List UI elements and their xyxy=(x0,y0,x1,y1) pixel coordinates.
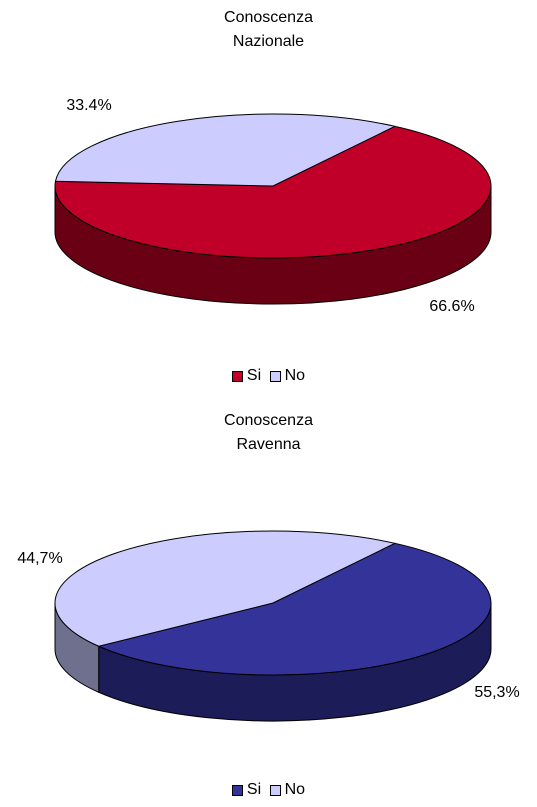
legend: Si No xyxy=(0,780,537,802)
legend-swatch-no xyxy=(269,784,281,796)
chart-title-line-2: Ravenna xyxy=(236,436,301,453)
legend-swatch-si xyxy=(231,370,243,382)
legend-label-si: Si xyxy=(246,781,262,798)
legend-label-no: No xyxy=(284,781,306,798)
chart-title: Conoscenza Nazionale xyxy=(0,6,537,54)
data-label-no: 33.4% xyxy=(66,97,111,114)
legend-item-no: No xyxy=(269,780,306,800)
legend-item-si: Si xyxy=(231,366,262,386)
pie-slice-no xyxy=(54,530,397,647)
data-label-si: 55,3% xyxy=(474,684,519,701)
legend: Si No xyxy=(0,366,537,388)
data-label-si: 66.6% xyxy=(429,298,474,315)
chart-title-line-1: Conoscenza xyxy=(224,9,313,26)
chart-ravenna: Conoscenza Ravenna 55,3% 44,7% Si No xyxy=(0,403,537,806)
chart-title: Conoscenza Ravenna xyxy=(0,409,537,457)
legend-item-no: No xyxy=(269,366,306,386)
pie-chart: 55,3% 44,7% xyxy=(17,530,520,722)
legend-swatch-si xyxy=(231,784,243,796)
pie-slice-si xyxy=(54,125,492,259)
legend-label-si: Si xyxy=(246,367,262,384)
legend-item-si: Si xyxy=(231,780,262,800)
chart-nazionale: Conoscenza Nazionale 66.6% 33.4% Si No xyxy=(0,0,537,403)
pie-slice-no xyxy=(54,113,397,187)
pie-chart: 66.6% 33.4% xyxy=(54,97,492,315)
chart-title-line-2: Nazionale xyxy=(232,33,305,50)
data-label-no: 44,7% xyxy=(17,550,62,567)
legend-swatch-no xyxy=(269,370,281,382)
pie-slice-si xyxy=(97,542,492,676)
chart-title-line-1: Conoscenza xyxy=(224,412,313,429)
legend-label-no: No xyxy=(284,367,306,384)
